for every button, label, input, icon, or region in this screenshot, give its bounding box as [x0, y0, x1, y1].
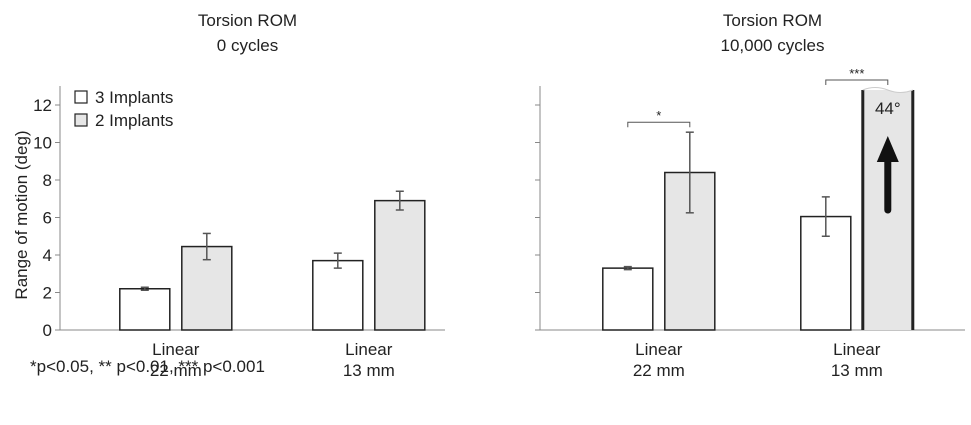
chart-subtitle: 0 cycles: [217, 36, 278, 55]
bar: [374, 199, 426, 331]
significance-bracket: [627, 121, 691, 128]
legend-label: 2 Implants: [95, 111, 173, 130]
legend-swatch: [74, 90, 88, 104]
y-tick-label: 12: [33, 96, 52, 115]
significance-label: *: [656, 108, 661, 123]
bar: [800, 215, 852, 331]
bar: [119, 288, 171, 331]
y-tick-label: 8: [43, 171, 52, 190]
y-tick-label: 6: [43, 209, 52, 228]
legend-label: 3 Implants: [95, 88, 173, 107]
x-tick-label: Linear 22 mm: [150, 340, 202, 380]
x-tick-label: Linear 13 mm: [343, 340, 395, 380]
chart-title: Torsion ROM: [723, 11, 822, 30]
y-tick-label: 10: [33, 134, 52, 153]
significance-label: ***: [849, 66, 864, 81]
y-tick-label: 0: [43, 321, 52, 340]
x-tick-label: Linear 22 mm: [633, 340, 685, 380]
significance-bracket: [825, 79, 889, 85]
y-axis-label: Range of motion (deg): [12, 130, 31, 299]
value-label: 44°: [875, 99, 901, 118]
bar: [181, 245, 233, 331]
y-tick-label: 4: [43, 246, 52, 265]
x-tick-label: Linear 13 mm: [831, 340, 883, 380]
footnote: *p<0.05, ** p<0.01, *** p<0.001: [30, 357, 265, 376]
bar: [602, 267, 654, 331]
arrow-head: [876, 136, 899, 162]
chart-subtitle: 10,000 cycles: [721, 36, 825, 55]
legend-swatch: [74, 113, 88, 127]
break-mark: [862, 87, 913, 93]
chart-title: Torsion ROM: [198, 11, 297, 30]
y-tick-label: 2: [43, 284, 52, 303]
bar: [312, 259, 364, 331]
